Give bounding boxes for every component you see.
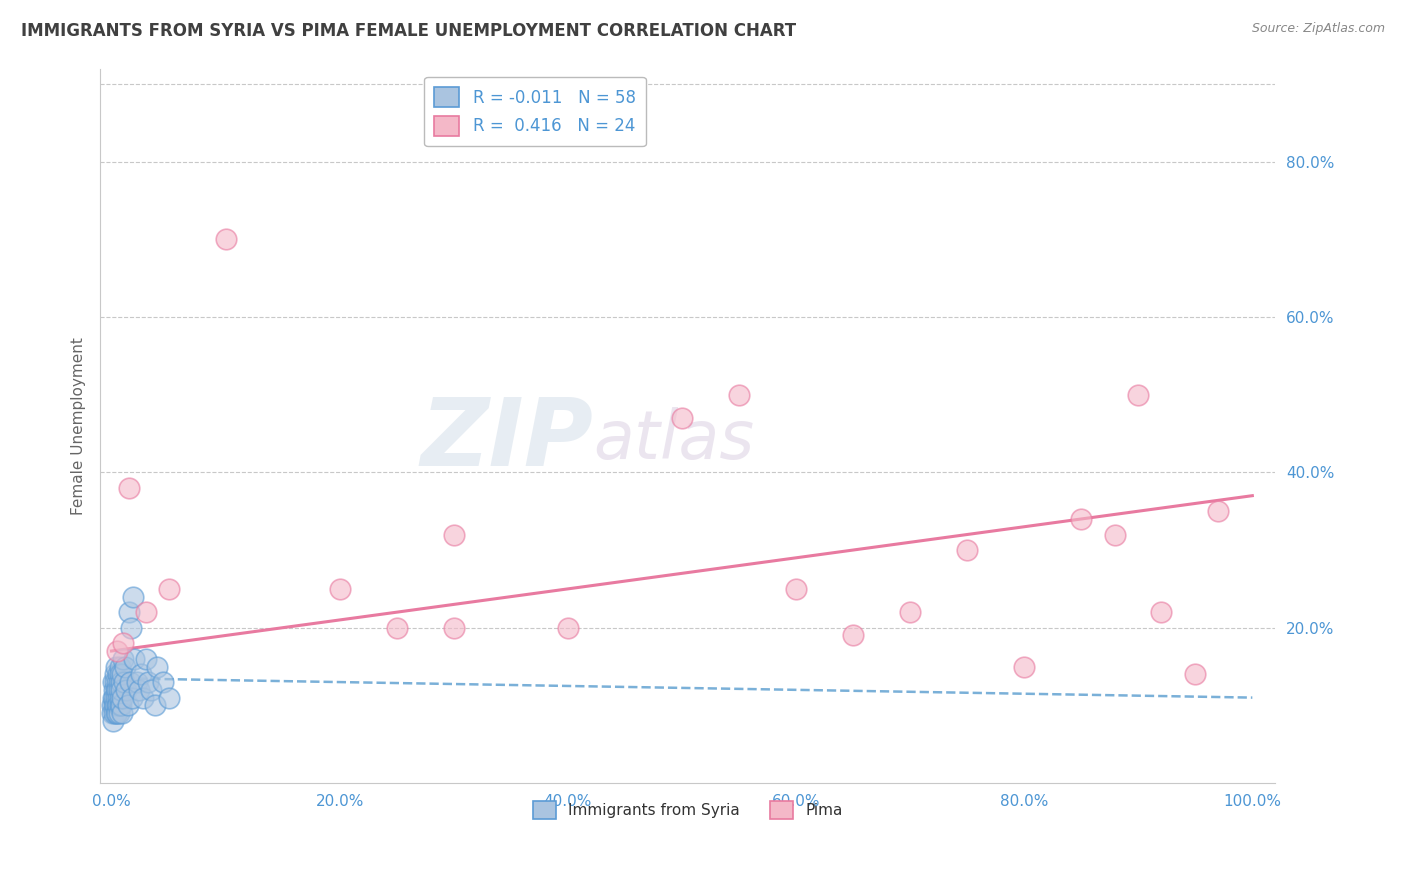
Point — [157, 582, 180, 596]
Point — [120, 621, 142, 635]
Point — [329, 582, 352, 596]
Point — [101, 690, 124, 705]
Point — [110, 667, 132, 681]
Point — [124, 652, 146, 666]
Point — [108, 706, 131, 720]
Point — [111, 636, 134, 650]
Point — [111, 667, 134, 681]
Point — [105, 690, 128, 705]
Point — [785, 582, 807, 596]
Point — [104, 706, 127, 720]
Point — [671, 411, 693, 425]
Point — [110, 675, 132, 690]
Point — [107, 706, 129, 720]
Legend: Immigrants from Syria, Pima: Immigrants from Syria, Pima — [527, 795, 849, 825]
Point — [143, 698, 166, 713]
Y-axis label: Female Unemployment: Female Unemployment — [72, 337, 86, 515]
Point — [443, 621, 465, 635]
Point — [103, 706, 125, 720]
Point — [122, 590, 145, 604]
Point — [1128, 388, 1150, 402]
Point — [132, 690, 155, 705]
Point — [101, 714, 124, 728]
Point — [103, 675, 125, 690]
Point — [117, 481, 139, 495]
Point — [141, 682, 163, 697]
Point — [728, 388, 751, 402]
Point — [110, 706, 132, 720]
Point — [1184, 667, 1206, 681]
Point — [104, 698, 127, 713]
Point — [111, 652, 134, 666]
Point — [107, 675, 129, 690]
Point — [443, 527, 465, 541]
Point — [136, 675, 159, 690]
Point — [385, 621, 408, 635]
Point — [115, 682, 138, 697]
Point — [956, 543, 979, 558]
Text: Source: ZipAtlas.com: Source: ZipAtlas.com — [1251, 22, 1385, 36]
Text: atlas: atlas — [593, 407, 755, 473]
Point — [101, 698, 124, 713]
Point — [107, 667, 129, 681]
Point — [104, 675, 127, 690]
Point — [112, 675, 135, 690]
Point — [110, 682, 132, 697]
Point — [1104, 527, 1126, 541]
Point — [157, 690, 180, 705]
Point — [1012, 659, 1035, 673]
Point — [105, 698, 128, 713]
Point — [1206, 504, 1229, 518]
Point — [103, 682, 125, 697]
Point — [108, 659, 131, 673]
Point — [111, 690, 134, 705]
Point — [129, 667, 152, 681]
Point — [557, 621, 579, 635]
Point — [108, 682, 131, 697]
Point — [117, 698, 139, 713]
Point — [108, 690, 131, 705]
Point — [1150, 605, 1173, 619]
Point — [121, 690, 143, 705]
Point — [105, 682, 128, 697]
Text: IMMIGRANTS FROM SYRIA VS PIMA FEMALE UNEMPLOYMENT CORRELATION CHART: IMMIGRANTS FROM SYRIA VS PIMA FEMALE UNE… — [21, 22, 796, 40]
Point — [110, 698, 132, 713]
Point — [152, 675, 174, 690]
Point — [103, 690, 125, 705]
Point — [146, 659, 169, 673]
Point — [135, 652, 157, 666]
Point — [125, 675, 148, 690]
Point — [104, 682, 127, 697]
Point — [128, 682, 150, 697]
Point — [101, 706, 124, 720]
Point — [214, 232, 236, 246]
Point — [103, 698, 125, 713]
Point — [107, 690, 129, 705]
Point — [135, 605, 157, 619]
Point — [105, 659, 128, 673]
Point — [114, 659, 136, 673]
Point — [105, 675, 128, 690]
Point — [1070, 512, 1092, 526]
Point — [898, 605, 921, 619]
Point — [107, 698, 129, 713]
Text: ZIP: ZIP — [420, 394, 593, 486]
Point — [105, 644, 128, 658]
Point — [842, 628, 865, 642]
Point — [108, 698, 131, 713]
Point — [117, 605, 139, 619]
Point — [104, 667, 127, 681]
Point — [118, 675, 141, 690]
